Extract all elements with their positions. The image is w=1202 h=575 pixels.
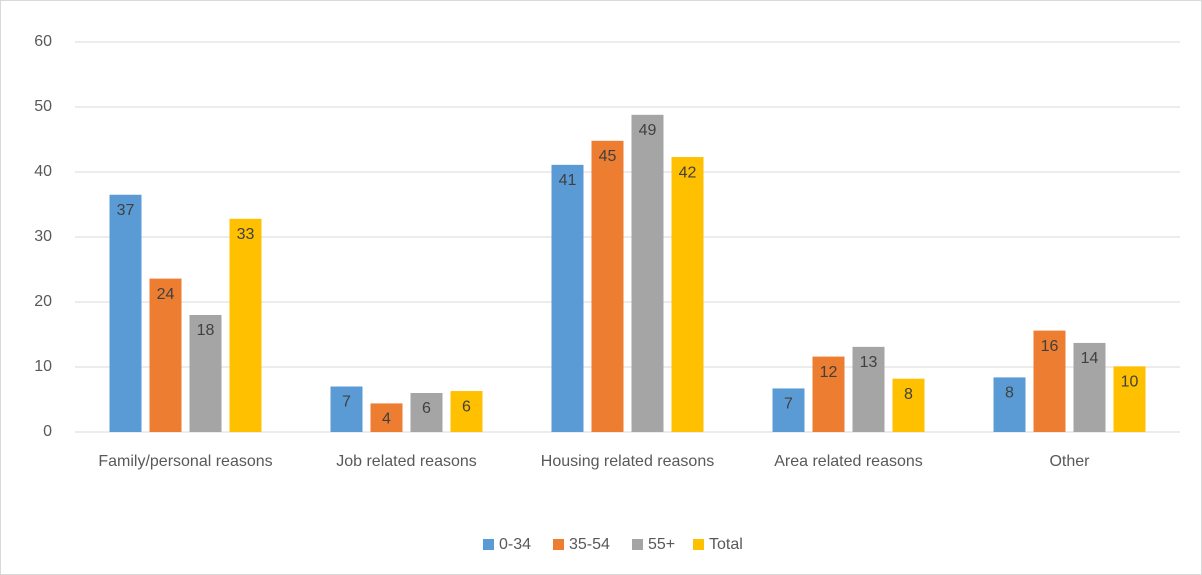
y-tick-label: 50	[34, 98, 52, 115]
x-tick-label: Job related reasons	[336, 453, 477, 470]
y-tick-label: 10	[34, 358, 52, 375]
bar	[993, 377, 1026, 432]
data-label: 42	[679, 164, 697, 181]
legend-swatch	[693, 539, 704, 550]
bar	[772, 388, 805, 432]
bar	[591, 140, 624, 433]
data-label: 6	[462, 398, 471, 415]
data-label: 41	[559, 172, 577, 189]
bar	[189, 315, 222, 432]
data-label: 13	[860, 354, 878, 371]
bar	[1033, 330, 1066, 432]
data-label: 7	[342, 394, 351, 411]
legend-label: 55+	[648, 536, 675, 553]
bar	[892, 378, 925, 432]
y-tick-label: 0	[43, 423, 52, 440]
legend-label: Total	[709, 536, 743, 553]
data-label: 7	[784, 396, 793, 413]
x-tick-label: Area related reasons	[774, 453, 923, 470]
data-label: 24	[157, 286, 175, 303]
legend-swatch	[632, 539, 643, 550]
data-label: 8	[1005, 385, 1014, 402]
bar	[1113, 366, 1146, 432]
legend-label: 0-34	[499, 536, 531, 553]
x-tick-label: Housing related reasons	[540, 453, 715, 470]
y-tick-label: 40	[34, 163, 52, 180]
bar	[149, 278, 182, 432]
legend-swatch	[553, 539, 564, 550]
x-tick-label: Other	[1049, 453, 1090, 470]
y-tick-label: 60	[34, 33, 52, 50]
bar	[370, 403, 403, 432]
bar	[551, 164, 584, 432]
data-label: 14	[1081, 350, 1099, 367]
data-label: 10	[1121, 374, 1139, 391]
bar	[1073, 342, 1106, 432]
bar	[450, 391, 483, 432]
data-label: 8	[904, 386, 913, 403]
legend-swatch	[483, 539, 494, 550]
bar	[109, 194, 142, 432]
bar	[852, 346, 885, 432]
bar	[410, 393, 443, 432]
data-label: 49	[639, 122, 657, 139]
bar	[330, 386, 363, 432]
data-label: 45	[599, 148, 617, 165]
bar	[671, 157, 704, 433]
bar	[229, 218, 262, 432]
data-label: 16	[1041, 338, 1059, 355]
y-tick-label: 20	[34, 293, 52, 310]
legend-label: 35-54	[569, 536, 610, 553]
data-label: 6	[422, 400, 431, 417]
x-tick-label: Family/personal reasons	[98, 453, 273, 470]
bar	[812, 356, 845, 432]
y-tick-label: 30	[34, 228, 52, 245]
data-label: 12	[820, 364, 838, 381]
data-label: 37	[117, 202, 135, 219]
data-label: 33	[237, 226, 255, 243]
data-label: 4	[382, 411, 391, 428]
data-label: 18	[197, 322, 215, 339]
bar	[631, 114, 664, 433]
